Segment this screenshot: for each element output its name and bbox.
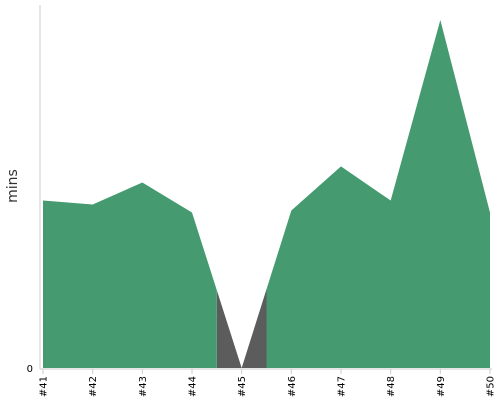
x-tick-labels: #41 #42 #43 #44 #45 #46 #47 #48 #49 #50 [39, 369, 497, 397]
y-tick-label: 0 [27, 364, 33, 375]
plot-area [43, 20, 490, 368]
x-tick-label: #49 [436, 376, 447, 397]
gap-region-45 [216, 289, 267, 368]
x-tick-label: #43 [138, 376, 149, 397]
x-tick-label: #42 [88, 376, 99, 397]
x-tick-label: #47 [337, 376, 348, 397]
x-tick-label: #41 [39, 376, 50, 397]
x-tick-label: #50 [486, 376, 497, 397]
y-tick-labels: 0 [27, 364, 33, 375]
x-tick-label: #46 [287, 376, 298, 397]
area-segment-1 [43, 182, 217, 368]
x-tick-label: #45 [237, 376, 248, 397]
y-axis-label: mins [5, 169, 21, 203]
area-segment-2 [266, 20, 490, 368]
x-tick-label: #44 [188, 376, 199, 397]
x-tick-label: #48 [386, 376, 397, 397]
